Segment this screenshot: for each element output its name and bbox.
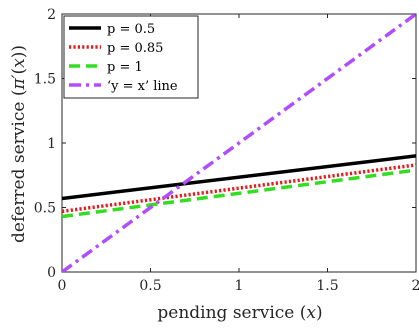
series-line-4: [62, 14, 416, 272]
legend-label-4: ‘y = x’ line: [107, 79, 178, 94]
y-tick-label: 0.5: [34, 201, 56, 217]
y-tick-label: 0: [47, 265, 56, 281]
x-tick-label: 0.5: [139, 278, 161, 294]
series-lines: [62, 14, 416, 272]
y-tick-label: 1.5: [34, 72, 56, 88]
series-line-1: [62, 154, 416, 201]
x-tick-label: 1: [235, 278, 244, 294]
x-tick-label: 1.5: [316, 278, 338, 294]
legend-label-2: p = 0.85: [107, 41, 163, 56]
legend-label-1: p = 0.5: [107, 22, 155, 37]
x-axis-title: pending service (x): [157, 303, 322, 323]
x-tick-label: 2: [412, 278, 419, 294]
y-axis-title: deferred service (π′(x)): [9, 45, 29, 243]
legend: p = 0.5 p = 0.85 p = 1 ‘y = x’ line: [63, 15, 199, 99]
series-line-3: [62, 168, 416, 219]
y-tick-label: 1: [47, 136, 56, 152]
legend-label-3: p = 1: [107, 60, 143, 75]
y-tick-label: 2: [47, 7, 56, 23]
x-tick-label: 0: [58, 278, 67, 294]
ticks: 0 0.5 1 1.5 2 0 0.5 1 1.5 2: [34, 7, 419, 294]
series-line-2: [62, 163, 416, 214]
